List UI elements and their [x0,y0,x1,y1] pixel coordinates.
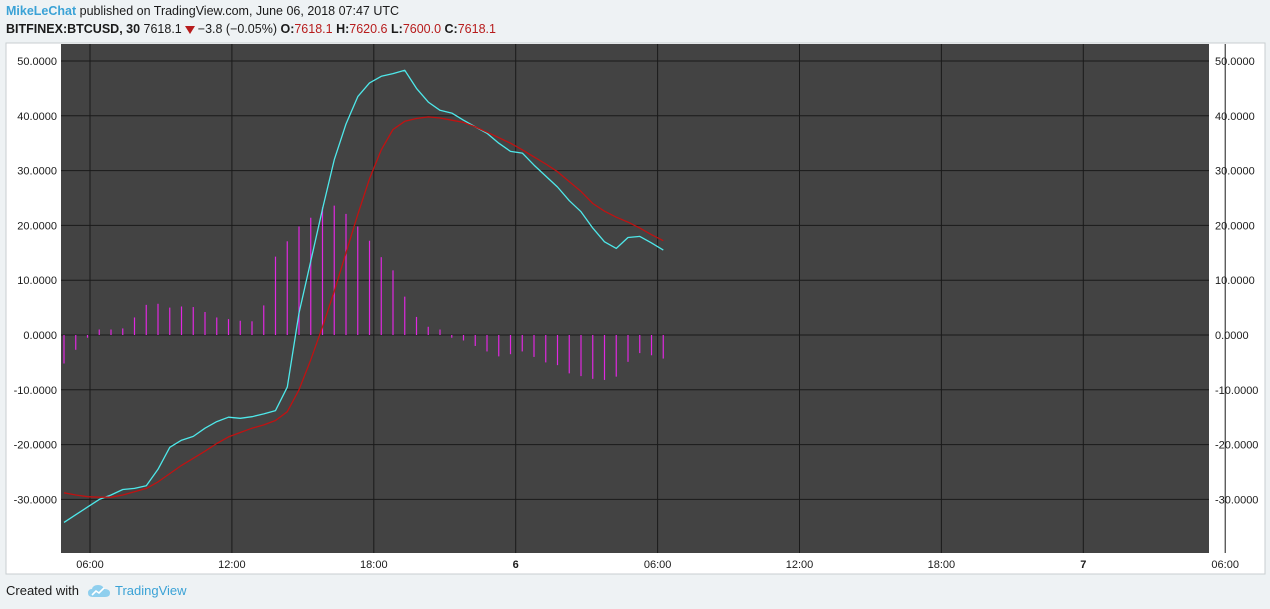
x-tick-label: 7 [1080,559,1086,571]
published-text: published on TradingView.com, June 06, 2… [76,4,400,18]
x-tick-label: 18:00 [360,559,388,571]
y-axis-right: 50.0000 40.0000 30.0000 20.0000 10.0000 0.000… [1215,56,1258,506]
y-tick-label-right: 50.0000 [1215,56,1255,68]
low-value: 7600.0 [402,22,442,36]
y-tick-label-left: -10.0000 [14,385,57,397]
x-tick-label: 6 [513,559,519,571]
histogram-series [63,205,664,380]
y-tick-label-right: -10.0000 [1215,385,1258,397]
author-link[interactable]: MikeLeChat [6,4,77,18]
y-tick-label-right: 10.0000 [1215,275,1255,287]
y-tick-label-left: 50.0000 [17,56,57,68]
y-tick-label-right: 20.0000 [1215,220,1255,232]
plot-area[interactable] [61,44,1209,553]
x-tick-label: 06:00 [76,559,104,571]
line-series [63,69,664,523]
x-tick-label: 12:00 [786,559,814,571]
y-tick-label-right: -20.0000 [1215,440,1258,452]
x-tick-label: 06:00 [644,559,672,571]
high-value: 7620.6 [349,22,388,36]
y-tick-label-right: 30.0000 [1215,166,1255,178]
y-tick-label-left: 0.0000 [23,330,57,342]
x-axis: 06:00 12:00 18:00 6 06:00 12:00 18:00 7 06:00 [76,559,1239,571]
close-value: 7618.1 [457,22,496,36]
publish-info: MikeLeChat published on TradingView.com,… [6,4,399,18]
close-label: C: [444,22,458,36]
series-line-cyan [63,69,664,523]
created-with-text: Created with [6,583,79,598]
x-tick-label: 12:00 [218,559,246,571]
open-label: O: [280,22,295,36]
down-arrow-icon [184,26,195,34]
tradingview-cloud-icon[interactable] [87,584,111,598]
y-tick-label-right: -30.0000 [1215,494,1258,506]
footer: Created with TradingView [6,583,187,598]
y-tick-label-left: 20.0000 [17,220,57,232]
x-tick-label: 06:00 [1211,559,1239,571]
last-price: 7618.1 [143,22,182,36]
price-change: −3.8 (−0.05%) [197,22,277,36]
symbol-label: BITFINEX:BTCUSD, 30 [6,22,141,36]
tradingview-brand-link[interactable]: TradingView [114,583,187,598]
y-tick-label-left: 30.0000 [17,166,57,178]
y-tick-label-right: 0.0000 [1215,330,1249,342]
y-axis-left: 50.0000 40.0000 30.0000 20.0000 10.0000 0.000… [14,56,57,506]
y-tick-label-left: 40.0000 [17,111,57,123]
open-value: 7618.1 [294,22,333,36]
y-tick-label-left: -30.0000 [14,494,57,506]
y-tick-label-left: -20.0000 [14,440,57,452]
symbol-info: BITFINEX:BTCUSD, 30 7618.1 −3.8 (−0.05%) … [6,22,496,36]
low-label: L: [391,22,403,36]
y-tick-label-right: 40.0000 [1215,111,1255,123]
series-line-red [63,116,664,498]
y-tick-label-left: 10.0000 [17,275,57,287]
high-label: H: [336,22,350,36]
x-tick-label: 18:00 [928,559,956,571]
